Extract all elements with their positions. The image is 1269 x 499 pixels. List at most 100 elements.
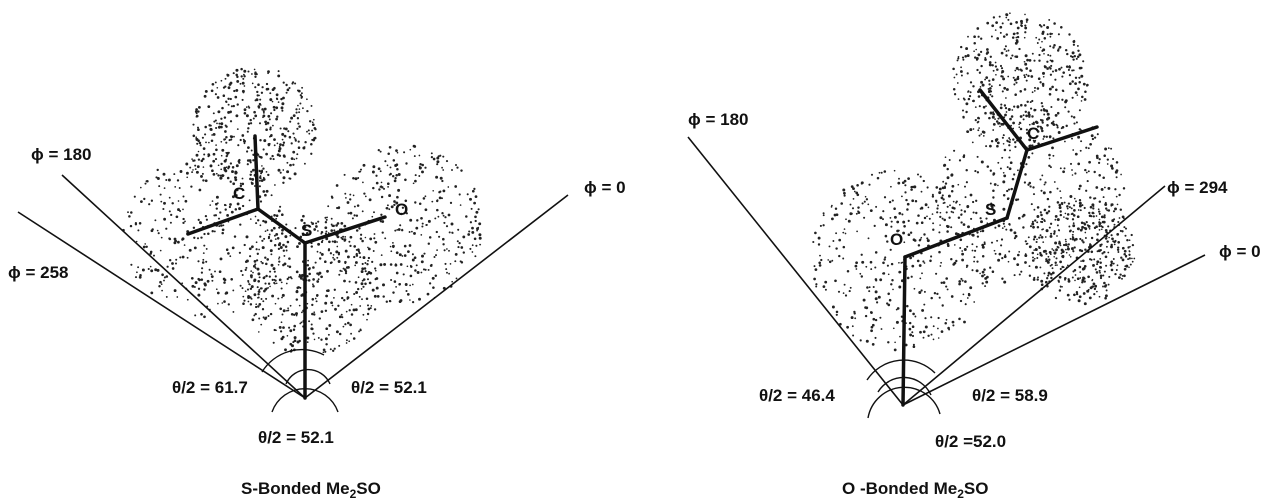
- surface-dot: [939, 215, 942, 219]
- surface-dot: [970, 217, 973, 220]
- surface-dot: [192, 169, 194, 171]
- surface-dot: [220, 125, 223, 129]
- surface-dot: [258, 185, 261, 188]
- surface-dot: [966, 130, 969, 134]
- surface-dot: [295, 298, 299, 301]
- surface-dot: [988, 83, 991, 86]
- surface-dot: [957, 98, 960, 100]
- surface-dot: [359, 256, 362, 259]
- surface-dot: [140, 200, 143, 203]
- surface-dot: [1048, 258, 1051, 262]
- surface-dot: [1017, 68, 1020, 71]
- surface-dot: [394, 177, 397, 180]
- surface-dot: [373, 237, 376, 240]
- surface-dot: [272, 226, 276, 230]
- surface-dot: [950, 226, 953, 229]
- surface-dot: [1013, 83, 1016, 86]
- surface-dot: [830, 217, 834, 221]
- surface-dot: [1009, 138, 1011, 141]
- right-molecule-bonds: [901, 88, 1099, 407]
- surface-dot: [396, 229, 399, 231]
- surface-dot: [300, 294, 304, 297]
- surface-dot: [1110, 268, 1114, 272]
- surface-dot: [332, 256, 334, 259]
- surface-dot: [1036, 130, 1040, 133]
- surface-dot: [247, 300, 250, 303]
- surface-dot: [210, 273, 213, 276]
- surface-dot: [1073, 293, 1076, 297]
- surface-dot: [813, 265, 816, 268]
- surface-dot: [405, 289, 408, 293]
- surface-dot: [254, 305, 258, 309]
- surface-dot: [380, 213, 383, 216]
- surface-dot: [174, 186, 177, 188]
- surface-dot: [955, 73, 958, 76]
- surface-dot: [1081, 267, 1085, 271]
- surface-dot: [261, 308, 265, 311]
- surface-dot: [1038, 236, 1041, 239]
- surface-dot: [380, 254, 383, 256]
- surface-dot: [293, 136, 296, 139]
- surface-dot: [282, 243, 285, 247]
- surface-dot: [224, 208, 227, 211]
- surface-dot: [1050, 232, 1053, 235]
- surface-dot: [895, 320, 899, 324]
- surface-dot: [263, 139, 267, 143]
- surface-dot: [1078, 265, 1082, 269]
- surface-dot: [822, 214, 825, 217]
- surface-dot: [367, 307, 371, 311]
- surface-dot: [1075, 121, 1078, 124]
- surface-dot: [1024, 54, 1028, 58]
- surface-dot: [436, 163, 439, 166]
- surface-dot: [285, 249, 288, 252]
- surface-dot: [1018, 47, 1021, 51]
- surface-dot: [1098, 229, 1101, 231]
- surface-dot: [980, 160, 984, 164]
- surface-dot: [1001, 136, 1004, 139]
- surface-dot: [969, 286, 973, 290]
- surface-dot: [998, 15, 1001, 18]
- surface-dot: [333, 229, 336, 232]
- surface-dot: [998, 252, 1002, 256]
- surface-dot: [1013, 257, 1016, 261]
- surface-dot: [981, 282, 984, 285]
- surface-dot: [1107, 283, 1110, 286]
- surface-dot: [210, 275, 214, 278]
- surface-dot: [1003, 86, 1007, 90]
- surface-dot: [145, 245, 148, 249]
- surface-dot: [1076, 55, 1080, 59]
- surface-dot: [997, 224, 1001, 228]
- surface-dot: [269, 270, 272, 273]
- surface-dot: [1073, 246, 1076, 249]
- surface-dot: [1047, 255, 1050, 258]
- surface-dot: [1124, 227, 1128, 230]
- surface-dot: [945, 277, 949, 280]
- surface-dot: [865, 306, 869, 310]
- surface-dot: [1099, 276, 1103, 280]
- surface-dot: [168, 237, 172, 241]
- surface-dot: [233, 235, 237, 238]
- surface-dot: [1042, 138, 1045, 140]
- surface-dot: [955, 200, 958, 203]
- surface-dot: [927, 206, 930, 209]
- surface-dot: [972, 128, 975, 130]
- surface-dot: [470, 207, 473, 210]
- surface-dot: [290, 142, 293, 145]
- surface-dot: [1067, 243, 1070, 246]
- surface-dot: [1029, 135, 1032, 138]
- surface-dot: [352, 176, 355, 180]
- surface-dot: [874, 266, 877, 269]
- surface-dot: [1110, 245, 1113, 249]
- surface-dot: [1040, 25, 1043, 28]
- surface-dot: [985, 145, 988, 148]
- surface-dot: [1064, 100, 1068, 104]
- surface-dot: [902, 220, 906, 224]
- surface-dot: [397, 188, 401, 192]
- surface-dot: [340, 236, 343, 239]
- surface-dot: [1016, 35, 1020, 39]
- surface-dot: [204, 179, 208, 183]
- surface-dot: [1082, 241, 1085, 244]
- surface-dot: [292, 132, 295, 135]
- surface-dot: [322, 348, 326, 352]
